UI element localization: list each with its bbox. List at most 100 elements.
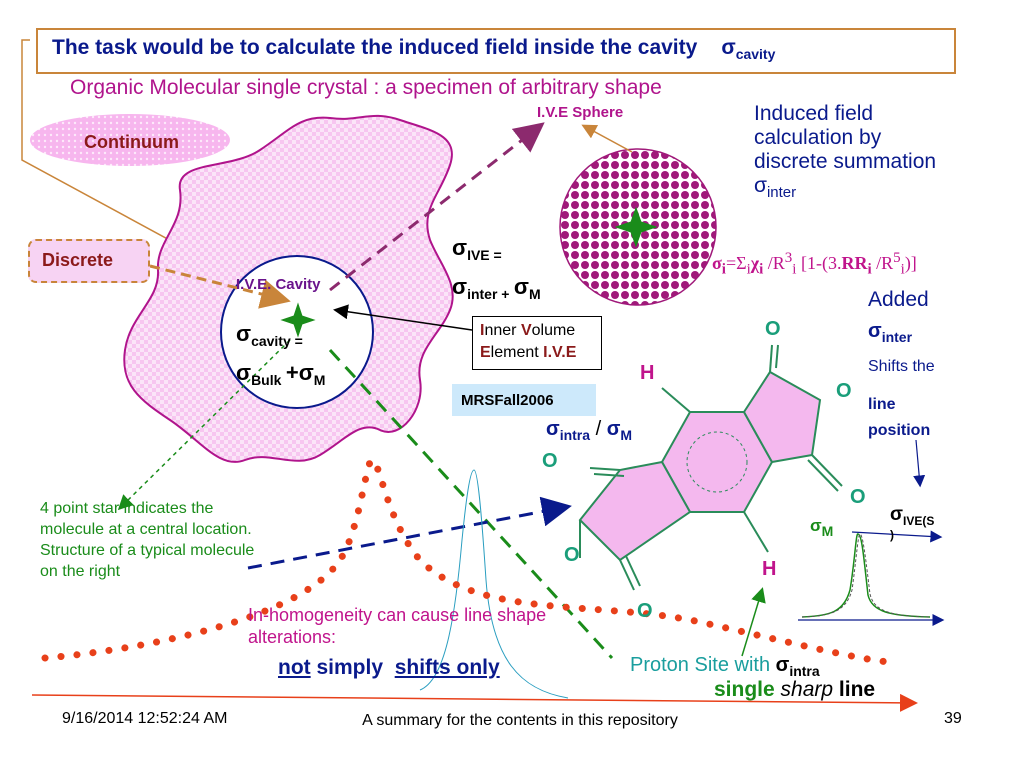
- f-i3: i: [759, 261, 764, 278]
- added-sigma: σ: [868, 320, 882, 342]
- spectrum-sigma-m: σM: [810, 516, 833, 539]
- sharp-word: sharp: [780, 678, 834, 701]
- plus-sigma: +σ: [285, 360, 314, 385]
- atom-h-bottom: H: [762, 558, 777, 580]
- induced-field-sub: inter: [766, 184, 797, 201]
- induced-field-text: Induced field calculation by discrete su…: [754, 102, 954, 205]
- intra-m-label: σintra / σM: [546, 418, 632, 443]
- simply-word: simply: [310, 656, 395, 679]
- intra-slash: /: [590, 418, 607, 440]
- cavity-sigma: σ: [236, 321, 252, 346]
- ive-sphere-label: I.V.E Sphere: [537, 104, 624, 121]
- spec-m-sigma: σ: [810, 516, 822, 535]
- atom-h-top: H: [640, 362, 655, 384]
- shifts-only-word: shifts only: [394, 656, 500, 679]
- f-i2: i: [746, 261, 751, 278]
- title-frame: [36, 28, 956, 74]
- iv-i: I: [480, 322, 485, 339]
- continuum-label: Continuum: [84, 132, 179, 152]
- page-title: The task would be to calculate the induc…: [52, 36, 775, 62]
- iv-nner: nner: [484, 322, 517, 339]
- subtitle: Organic Molecular single crystal : a spe…: [70, 76, 662, 99]
- bulk-sigma: σ: [236, 360, 252, 385]
- proton-sigma: σ: [775, 654, 790, 676]
- iv-lement: lement: [490, 344, 539, 361]
- atom-o-top: O: [765, 318, 781, 340]
- f-i4: i: [792, 261, 797, 278]
- single-word: single: [714, 678, 781, 701]
- f-i5: i: [867, 261, 872, 278]
- star-icon-cavity: [280, 302, 316, 338]
- iv-ive: I.V.E: [543, 344, 577, 361]
- f-i6: i: [900, 261, 905, 278]
- footer-center: A summary for the contents in this repos…: [362, 712, 678, 729]
- line-word-bottom: line: [833, 678, 876, 701]
- title-sigma-sub: cavity: [735, 46, 776, 62]
- cavity-equation: σcavity = σBulk +σM: [236, 318, 325, 396]
- inter-sub: inter +: [467, 286, 510, 302]
- ive-equation: σIVE = σinter + σM: [452, 232, 541, 310]
- f-eq: =Σ: [725, 253, 747, 273]
- not-word: not: [278, 656, 311, 679]
- footer-date: 9/16/2014 12:52:24 AM: [62, 710, 228, 727]
- f-chi: χ: [750, 253, 760, 273]
- f-sigma: σ: [712, 253, 722, 273]
- f-end: )]: [904, 253, 917, 273]
- f-bracket: [1-(3.: [796, 253, 842, 273]
- spectrum-sigma-ive: σIVE(S ): [890, 504, 934, 542]
- f-exp3: 3: [784, 250, 793, 266]
- f-rr: RR: [841, 253, 868, 273]
- added-label: Added: [868, 288, 929, 311]
- ive-m-sigma: σ: [513, 274, 529, 299]
- shifts-label: Shifts the: [868, 358, 935, 375]
- spec-ive-sigma: σ: [890, 504, 903, 525]
- not-simply-shifts: not simply shifts only: [278, 656, 500, 680]
- inner-volume-box: [472, 316, 602, 370]
- spec-ive-close: ): [890, 528, 894, 542]
- intra-sub: intra: [559, 427, 591, 443]
- intra-m-sub: M: [620, 427, 633, 443]
- f-exp5: 5: [893, 250, 901, 266]
- proton-site-label: Proton Site with σintra: [630, 654, 820, 679]
- sharp-peak-curve: [419, 469, 569, 699]
- atom-o-bottom: O: [637, 600, 653, 622]
- line-word: line: [868, 396, 896, 413]
- spectrum-plot: [798, 530, 945, 626]
- atom-o-left-up: O: [542, 450, 558, 472]
- proton-sub: intra: [789, 663, 820, 679]
- added-inter-sub: inter: [881, 329, 913, 345]
- f-r5: /R: [871, 253, 894, 273]
- discrete-box: [28, 239, 150, 283]
- discrete-label: Discrete: [42, 250, 114, 270]
- mrs-label: MRSFall2006: [461, 392, 554, 409]
- mrs-badge: [452, 384, 596, 416]
- continuum-cloud: [30, 114, 230, 166]
- inner-volume-text: Inner Volume Element I.V.E: [480, 320, 576, 364]
- spec-ive-sub: IVE(S: [903, 514, 935, 528]
- star-icon-sphere: [614, 206, 658, 248]
- title-sigma: σ: [721, 36, 736, 59]
- title-text: The task would be to calculate the induc…: [52, 36, 698, 59]
- atom-o-right-down: O: [850, 486, 866, 508]
- f-i1: i: [721, 261, 726, 278]
- m-sub: M: [313, 372, 326, 388]
- bulk-sub: Bulk: [251, 372, 282, 388]
- proton-text: Proton Site with: [630, 654, 776, 676]
- single-sharp-line: single sharp line: [714, 678, 875, 702]
- four-point-note: 4 point star indicates the molecule at a…: [40, 500, 255, 580]
- iv-e: E: [480, 344, 491, 361]
- spec-m-sub: M: [821, 523, 834, 539]
- inhomogeneity-note: In-homogeneity can cause line shape alte…: [248, 605, 547, 647]
- footer-page-number: 39: [944, 710, 962, 727]
- added-sigma-inter: σinter: [868, 320, 912, 345]
- ive-m-sub: M: [528, 286, 541, 302]
- inter-sigma: σ: [452, 274, 468, 299]
- f-r3: /R: [763, 253, 785, 273]
- intra-sigma: σ: [546, 418, 560, 440]
- intra-m-sigma: σ: [606, 418, 621, 440]
- induced-field-main: Induced field calculation by discrete su…: [754, 102, 937, 197]
- iv-olume: olume: [531, 322, 576, 339]
- ive-sigma: σ: [452, 235, 468, 260]
- atom-o-right-up: O: [836, 380, 852, 402]
